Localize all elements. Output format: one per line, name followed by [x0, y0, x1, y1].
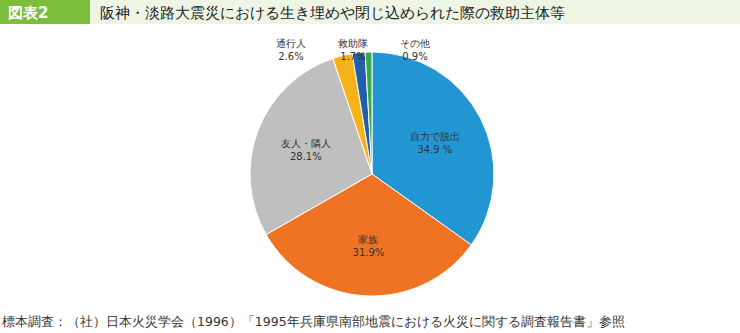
header-band [0, 0, 740, 24]
chart-root: 図表2 阪神・淡路大震災における生き埋めや閉じ込められた際の救助主体等自力で脱出 3… [0, 0, 740, 333]
source-note: 標本調査：（社）日本火災学会（1996）「1995年兵庫県南部地震における火災に… [2, 314, 625, 329]
data-label: 0.9% [402, 51, 427, 62]
labels: 自力で脱出 34.9 % 家族 31.9% 友人・隣人 28.1% 通行人 2.6% 救助隊 1.… [276, 38, 460, 258]
pie-slice [352, 52, 372, 174]
data-label: 28.1% [290, 151, 322, 162]
data-label: 2.6% [278, 51, 303, 62]
data-label: 31.9% [353, 247, 385, 258]
data-label: 34.9 % [417, 144, 452, 155]
chart-title: 阪神・淡路大震災における生き埋めや閉じ込められた際の救助主体等 [100, 4, 565, 22]
slice-label: 自力で脱出 [410, 131, 460, 142]
chart-svg: 図表2 阪神・淡路大震災における生き埋めや閉じ込められた際の救助主体等自力で脱出 3… [0, 0, 740, 333]
slice-label: 家族 [358, 234, 378, 245]
slice-label: 救助隊 [337, 38, 368, 49]
slice-label: その他 [400, 38, 430, 49]
figure-label: 図表2 [8, 4, 48, 22]
pie-slice [365, 52, 372, 174]
slice-label: 友人・隣人 [281, 138, 331, 149]
slice-label: 通行人 [276, 38, 306, 49]
pie [250, 52, 494, 296]
header-badge [0, 0, 90, 24]
data-label: 1.7% [340, 51, 365, 62]
